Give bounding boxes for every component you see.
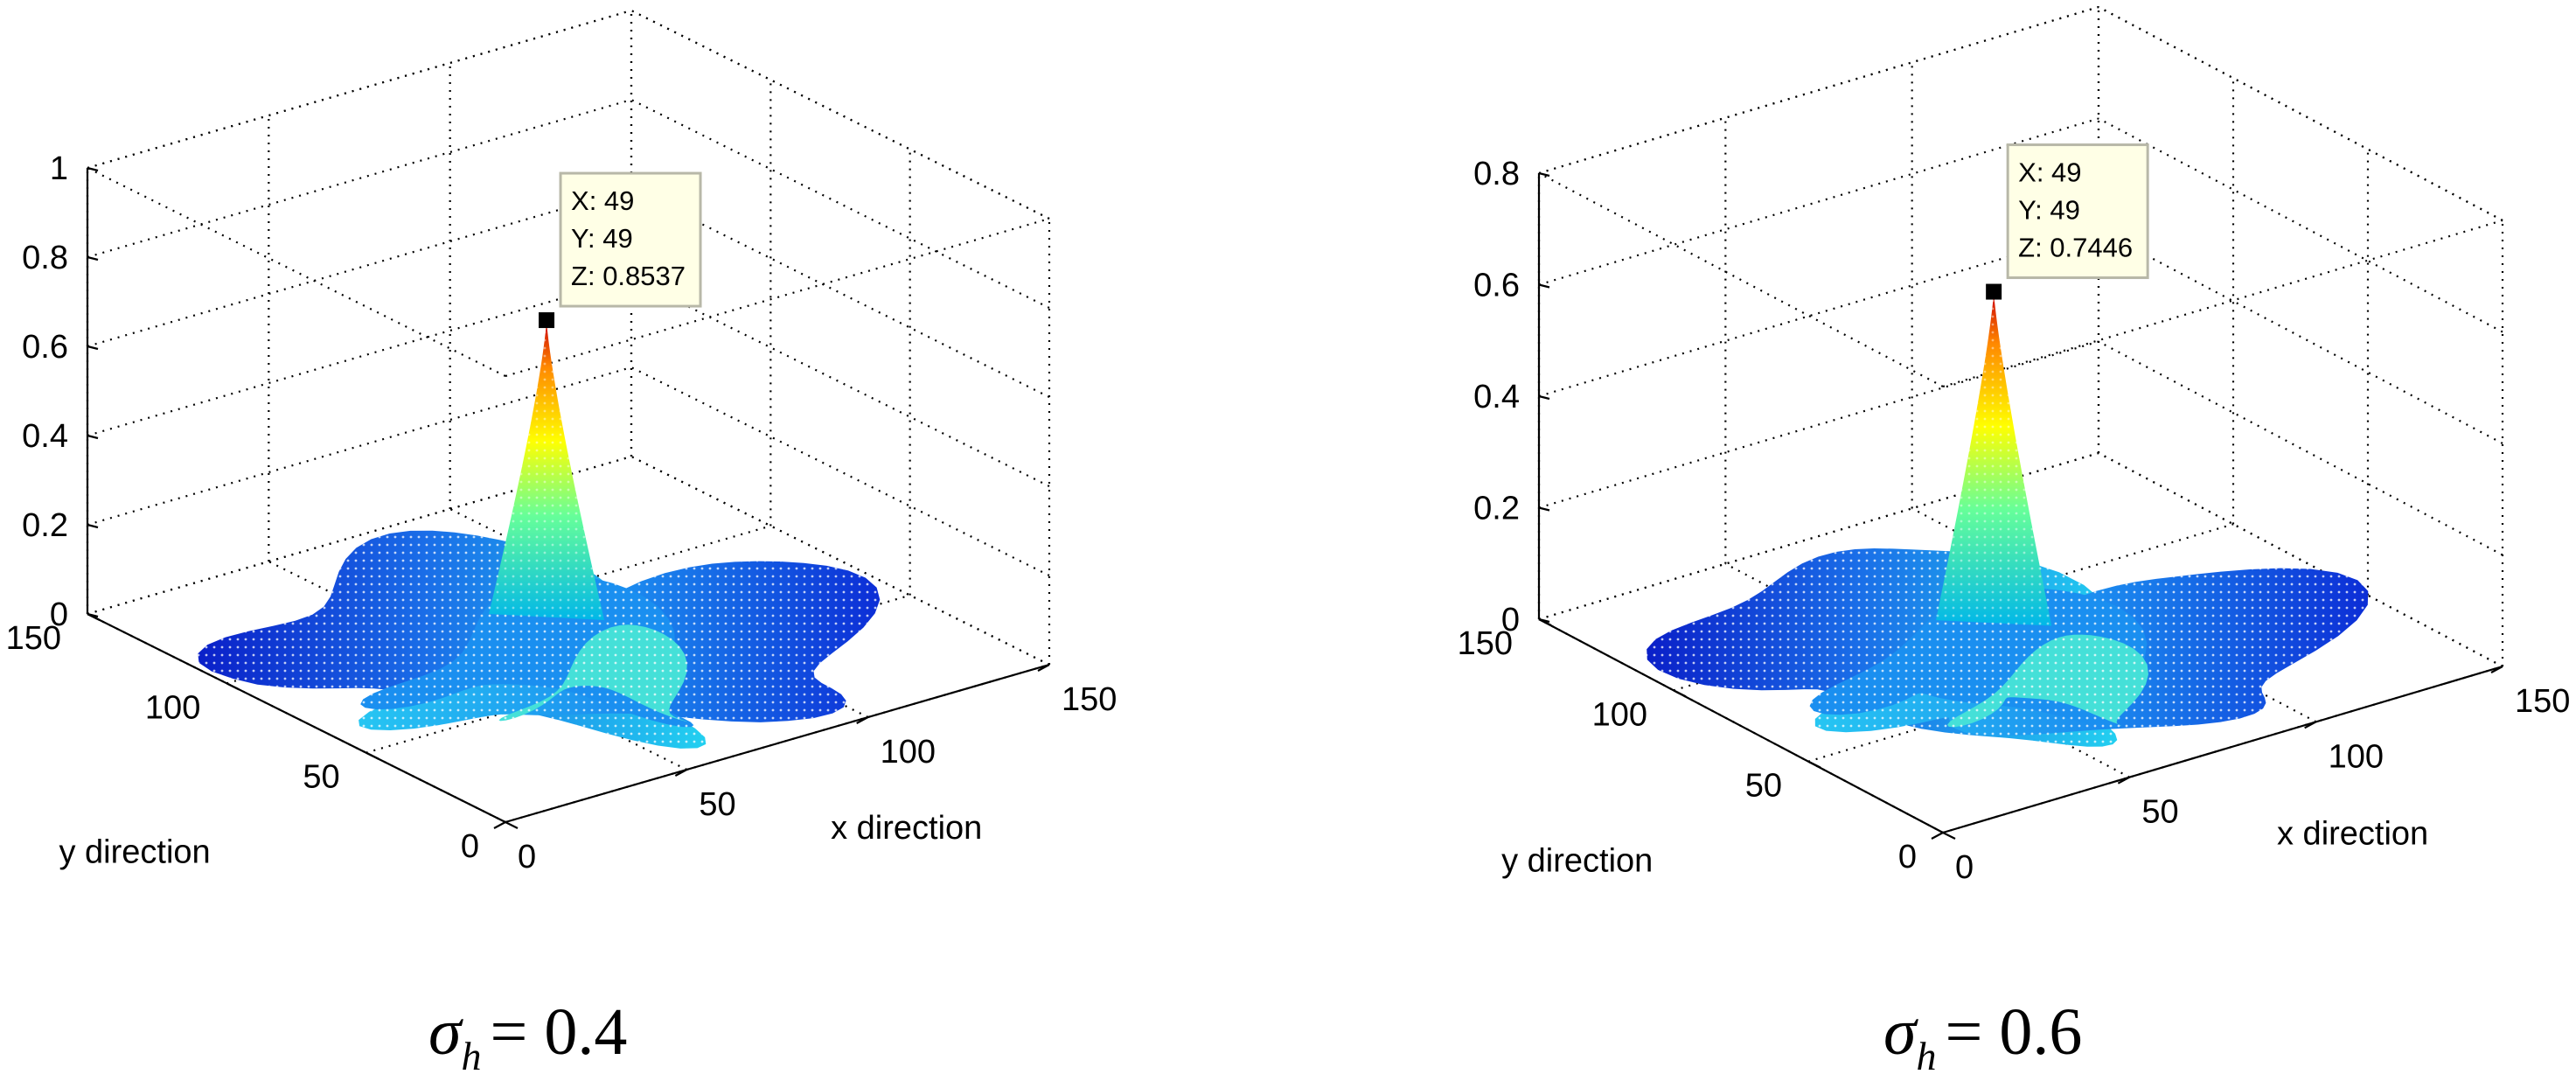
caption-subscript: h (1916, 1034, 1936, 1078)
y-tick-label: 150 (6, 620, 61, 657)
z-tick-label: 0.4 (22, 418, 68, 455)
datatip-marker[interactable] (1986, 283, 2002, 300)
axes-box (86, 9, 1051, 829)
y-tick-label: 100 (1592, 696, 1647, 733)
caption-value: = 0.4 (490, 995, 627, 1069)
surface-ridge-mesh (498, 624, 688, 722)
datatip-marker[interactable] (539, 312, 555, 329)
datatip-x: X: 49 (571, 185, 634, 216)
z-tick-label: 1 (50, 150, 68, 187)
surface-plot (198, 322, 881, 749)
datatip-y: Y: 49 (571, 223, 633, 254)
z-tick-label: 0.6 (1473, 268, 1520, 304)
z-tick-label: 0.6 (22, 329, 68, 366)
z-tick-label: 0.8 (1473, 156, 1520, 192)
y-axis-label: y direction (59, 834, 210, 871)
x-tick-label: 0 (1955, 849, 1974, 886)
surface-peak-mesh (489, 322, 605, 621)
z-tick-label: 0.8 (22, 240, 68, 276)
y-tick-label: 0 (461, 828, 479, 865)
caption: σh = 0.4 (428, 995, 627, 1078)
datatip-x: X: 49 (2018, 157, 2081, 188)
y-tick-label: 50 (303, 759, 339, 796)
y-tick-label: 100 (145, 689, 200, 726)
x-tick-label: 0 (518, 839, 536, 875)
z-tick-label: 0 (1501, 602, 1520, 638)
datatip: X: 49 Y: 49 Z: 0.8537 (539, 171, 702, 329)
surface-plot (1647, 293, 2369, 747)
caption-value: = 0.6 (1945, 995, 2082, 1069)
x-tick-label: 50 (699, 786, 735, 823)
x-tick-label: 100 (2329, 738, 2384, 775)
datatip: X: 49 Y: 49 Z: 0.7446 (1986, 143, 2149, 300)
x-tick-label: 150 (1062, 681, 1117, 718)
datatip-z: Z: 0.7446 (2018, 233, 2133, 263)
z-tick-label: 0.2 (1473, 491, 1520, 527)
datatip-box[interactable] (2006, 143, 2149, 280)
y-tick-label: 50 (1745, 768, 1782, 805)
x-axis-label: x direction (2277, 816, 2428, 853)
x-axis-label: x direction (831, 810, 982, 847)
caption-subscript: h (461, 1034, 481, 1078)
x-tick-label: 100 (881, 734, 936, 771)
y-tick-label: 0 (1898, 839, 1917, 875)
caption-symbol: σ (428, 995, 463, 1069)
caption: σh = 0.6 (1883, 995, 2082, 1078)
x-tick-label: 150 (2515, 683, 2570, 720)
surface-ridge-mesh (1947, 634, 2148, 728)
x-tick-label: 50 (2141, 794, 2178, 831)
z-tick-label: 0.2 (22, 507, 68, 544)
surface-peak-mesh (1936, 293, 2052, 626)
y-axis-label: y direction (1501, 843, 1653, 880)
z-tick-label: 0 (50, 596, 68, 633)
datatip-y: Y: 49 (2018, 195, 2080, 226)
y-tick-label: 150 (1458, 625, 1513, 662)
z-tick-label: 0.4 (1473, 379, 1520, 415)
datatip-box[interactable] (559, 171, 702, 308)
datatip-z: Z: 0.8537 (571, 261, 686, 291)
caption-symbol: σ (1883, 995, 1918, 1069)
